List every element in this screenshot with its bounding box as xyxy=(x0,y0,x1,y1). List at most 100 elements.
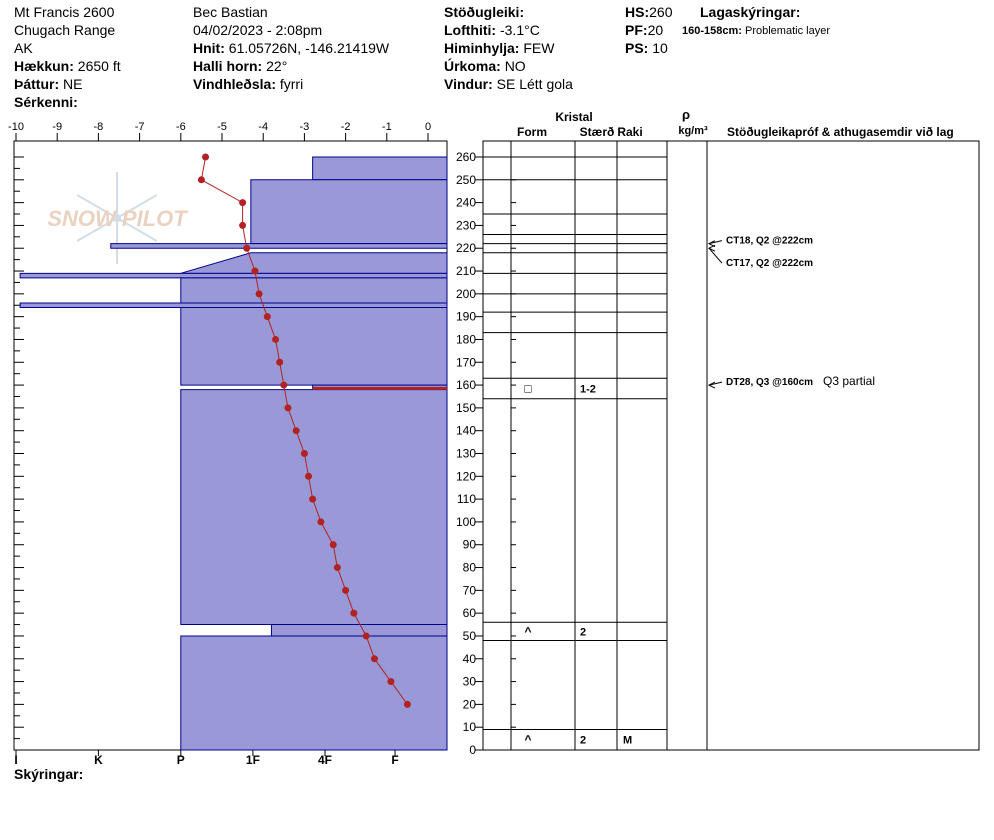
depth-tick-label: 200 xyxy=(456,287,476,301)
wind-loading-value: fyrri xyxy=(279,76,304,92)
hs-value: 260 xyxy=(649,4,673,20)
aspect-label: Þáttur: xyxy=(14,76,60,92)
depth-tick-label: 210 xyxy=(456,264,476,278)
wind: Vindur: SE Létt gola xyxy=(444,75,573,93)
depth-tick-label: 190 xyxy=(456,310,476,324)
pf-value: 20 xyxy=(647,22,664,38)
layer-notes: Lagaskýringar: xyxy=(700,3,800,21)
snowflake-arm xyxy=(76,194,118,219)
precip-value: NO xyxy=(504,58,526,74)
header-moisture: Raki xyxy=(617,125,642,139)
layer-note-text: Problematic layer xyxy=(745,25,830,37)
depth-tick-label: 50 xyxy=(463,629,477,643)
temperature-point xyxy=(272,335,280,343)
datetime: 04/02/2023 - 2:08pm xyxy=(193,22,323,38)
layer-table-frame xyxy=(482,140,980,751)
mountain-range: Chugach Range xyxy=(14,22,116,38)
hs-label: HS: xyxy=(625,4,650,20)
stability: Stöðugleiki: xyxy=(444,3,524,21)
aspect: Þáttur: NE xyxy=(14,75,82,93)
grain-form-symbol: ^ xyxy=(524,624,531,638)
header-size: Stærð xyxy=(580,125,615,139)
depth-tick-label: 250 xyxy=(456,173,476,187)
hardness-tick-label: F xyxy=(391,753,398,767)
depth-tick-label: 220 xyxy=(456,241,476,255)
snowpilot-watermark: SNOW PILOT xyxy=(47,172,188,264)
hardness-layer xyxy=(180,277,448,304)
hardness-tick-label: P xyxy=(177,753,185,767)
depth-tick-label: 170 xyxy=(456,355,476,369)
temperature-point xyxy=(263,313,271,321)
stability-label: Stöðugleiki: xyxy=(444,4,525,20)
snowflake-center xyxy=(113,214,121,222)
pf: PF:20 xyxy=(625,21,663,39)
sky-cover: Himinhylja: FEW xyxy=(444,39,554,57)
hardness-tick-label: 1F xyxy=(246,753,260,767)
depth-tick-label: 180 xyxy=(456,332,476,346)
depth-tick-label: 70 xyxy=(463,583,477,597)
hardness-layer xyxy=(312,156,448,181)
test-label: CT18, Q2 @222cm xyxy=(726,236,813,247)
temperature-point xyxy=(276,358,284,366)
coords-label: Hnit: xyxy=(193,40,225,56)
wind-label: Vindur: xyxy=(444,76,493,92)
temperature-point xyxy=(403,700,411,708)
depth-tick-label: 120 xyxy=(456,469,476,483)
depth-tick-label: 230 xyxy=(456,218,476,232)
depth-tick-label: 140 xyxy=(456,424,476,438)
hardness-layer xyxy=(19,302,448,309)
temp-tick-label: -2 xyxy=(341,121,351,133)
hardness-layer xyxy=(250,179,448,245)
temperature-point xyxy=(350,609,358,617)
slope-label: Halli horn: xyxy=(193,58,263,74)
test-label: CT17, Q2 @222cm xyxy=(726,258,813,269)
ps-label: PS: xyxy=(625,40,649,56)
air-temp-label: Lofthiti: xyxy=(444,22,497,38)
temp-tick-label: -1 xyxy=(382,121,392,133)
depth-tick-label: 60 xyxy=(463,606,477,620)
elevation-value: 2650 ft xyxy=(77,58,121,74)
coordinates: Hnit: 61.05726N, -146.21419W xyxy=(193,39,389,57)
depth-tick-label: 150 xyxy=(456,401,476,415)
air-temp: Lofthiti: -3.1°C xyxy=(444,21,540,39)
test-arrow-head xyxy=(707,240,716,248)
temperature-point xyxy=(305,472,313,480)
ps-value: 10 xyxy=(652,40,668,56)
depth-tick-label: 90 xyxy=(463,538,477,552)
temperature-point xyxy=(251,267,259,275)
depth-tick-label: 20 xyxy=(463,697,477,711)
test-comment: Q3 partial xyxy=(823,374,875,388)
header-crystal: Kristal xyxy=(555,110,592,124)
observer: Bec Bastian xyxy=(193,4,268,20)
hardness-layer xyxy=(110,243,448,249)
depth-tick-label: 100 xyxy=(456,515,476,529)
header-tests: Stöðugleikapróf & athugasemdir við lag xyxy=(727,125,954,139)
precipitation: Úrkoma: NO xyxy=(444,57,526,75)
features: Sérkenni: xyxy=(14,93,78,111)
temperature-point xyxy=(284,404,292,412)
temperature-point xyxy=(309,495,317,503)
temperature-point xyxy=(329,541,337,549)
temperature-point xyxy=(317,518,325,526)
depth-tick-label: 160 xyxy=(456,378,476,392)
depth-tick-label: 240 xyxy=(456,196,476,210)
temperature-point xyxy=(280,381,288,389)
temperature-point xyxy=(387,678,395,686)
layer-note: 160-158cm: Problematic layer xyxy=(682,22,830,40)
temperature-point xyxy=(243,244,251,252)
layer-notes-label: Lagaskýringar: xyxy=(700,4,801,20)
ps: PS: 10 xyxy=(625,39,668,57)
header-density-symbol: ρ xyxy=(682,107,690,122)
hardness-tick-label: K xyxy=(94,753,103,767)
temp-tick-label: -7 xyxy=(135,121,145,133)
precip-label: Úrkoma: xyxy=(444,58,501,74)
depth-tick-label: 110 xyxy=(457,492,476,506)
hs: HS:260 xyxy=(625,3,672,21)
snowflake-arm xyxy=(116,194,158,219)
grain-size: 2 xyxy=(580,735,586,747)
temp-tick-label: -8 xyxy=(94,121,104,133)
watermark-text: SNOW PILOT xyxy=(47,206,188,231)
temperature-point xyxy=(239,221,247,229)
temperature-point xyxy=(342,586,350,594)
temperature-point xyxy=(300,450,308,457)
